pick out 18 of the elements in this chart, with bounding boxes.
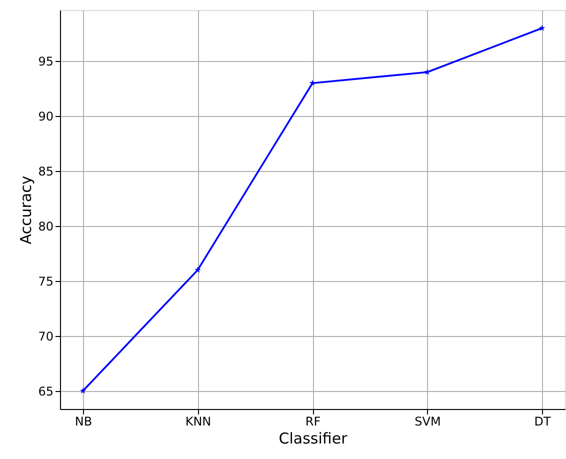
y-tick-label: 75 xyxy=(38,274,54,288)
x-tick-label: SVM xyxy=(414,414,441,428)
x-tick-label: DT xyxy=(534,414,552,428)
y-axis-title: Accuracy xyxy=(17,176,36,244)
x-tick-label: RF xyxy=(305,414,321,428)
x-tick-label: KNN xyxy=(185,414,212,428)
point xyxy=(194,266,201,273)
y-tick-label: 95 xyxy=(38,54,54,69)
y-tick-label: 85 xyxy=(38,164,54,179)
x-tick-label: NB xyxy=(74,414,92,428)
y-tick-label: 80 xyxy=(38,219,54,234)
y-tick-label: 90 xyxy=(38,110,54,124)
x-axis-title: Classifier xyxy=(278,430,348,448)
y-tick-label: 65 xyxy=(38,384,54,398)
point xyxy=(80,388,86,394)
point xyxy=(538,24,546,31)
point xyxy=(309,80,316,86)
y-tick-label: 70 xyxy=(38,329,54,344)
